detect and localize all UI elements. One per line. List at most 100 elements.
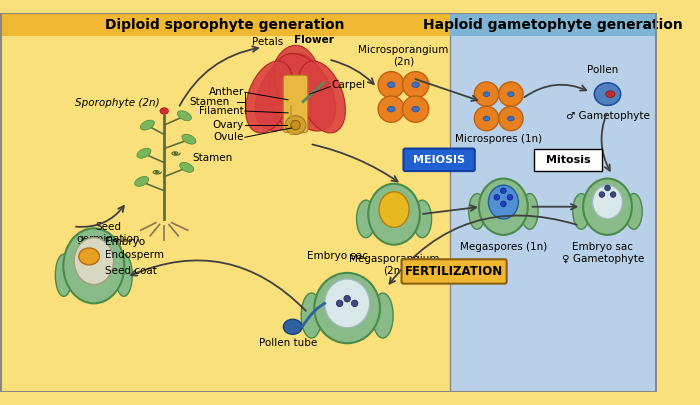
Ellipse shape: [583, 179, 632, 235]
Text: Embryo: Embryo: [105, 237, 145, 247]
Text: Seed coat: Seed coat: [105, 266, 157, 275]
Text: Ovary: Ovary: [213, 120, 244, 130]
FancyBboxPatch shape: [534, 149, 602, 171]
Ellipse shape: [592, 185, 622, 219]
Ellipse shape: [256, 53, 317, 131]
Text: Microspores (1n): Microspores (1n): [455, 134, 542, 145]
Text: Stamen: Stamen: [190, 97, 230, 107]
Circle shape: [402, 72, 429, 98]
Circle shape: [599, 192, 605, 197]
FancyBboxPatch shape: [402, 259, 507, 283]
Ellipse shape: [134, 177, 148, 186]
Circle shape: [498, 82, 523, 107]
Text: Flower: Flower: [295, 35, 334, 45]
Text: Embryo sac: Embryo sac: [307, 251, 368, 261]
Ellipse shape: [388, 107, 395, 112]
Ellipse shape: [137, 148, 151, 158]
Ellipse shape: [412, 82, 419, 87]
Circle shape: [475, 107, 498, 131]
Ellipse shape: [301, 293, 322, 338]
Ellipse shape: [274, 53, 336, 131]
Ellipse shape: [594, 83, 621, 105]
Ellipse shape: [160, 108, 169, 114]
Bar: [0, 13, 450, 392]
Text: Pollen: Pollen: [587, 65, 618, 75]
Ellipse shape: [522, 194, 538, 229]
Ellipse shape: [483, 92, 490, 96]
Circle shape: [344, 295, 351, 302]
Ellipse shape: [413, 200, 432, 238]
Text: Carpel: Carpel: [331, 80, 365, 90]
Ellipse shape: [79, 248, 99, 265]
Ellipse shape: [116, 254, 132, 296]
Ellipse shape: [368, 184, 420, 245]
Ellipse shape: [140, 120, 154, 130]
Circle shape: [605, 185, 610, 191]
Circle shape: [494, 194, 500, 200]
Circle shape: [507, 194, 512, 200]
Ellipse shape: [625, 194, 642, 229]
Ellipse shape: [285, 116, 306, 134]
Circle shape: [500, 188, 506, 194]
Text: Diploid sporophyte generation: Diploid sporophyte generation: [105, 18, 344, 32]
Circle shape: [500, 201, 506, 207]
Ellipse shape: [180, 162, 194, 172]
Circle shape: [337, 300, 343, 307]
Circle shape: [475, 82, 498, 107]
Text: Megaspores (1n): Megaspores (1n): [460, 242, 547, 252]
Text: Anther: Anther: [209, 87, 244, 97]
Ellipse shape: [182, 134, 196, 144]
Ellipse shape: [314, 273, 380, 343]
Ellipse shape: [325, 279, 370, 328]
Text: Microsporangium
(2n): Microsporangium (2n): [358, 45, 449, 67]
Ellipse shape: [379, 192, 409, 227]
Ellipse shape: [508, 116, 514, 121]
Ellipse shape: [246, 61, 293, 133]
Circle shape: [378, 72, 405, 98]
Text: Mitosis: Mitosis: [546, 155, 590, 165]
Ellipse shape: [573, 194, 589, 229]
Ellipse shape: [469, 194, 486, 229]
Ellipse shape: [55, 254, 72, 296]
Ellipse shape: [270, 45, 321, 130]
FancyBboxPatch shape: [403, 149, 475, 171]
Ellipse shape: [356, 200, 375, 238]
Text: Endosperm: Endosperm: [105, 249, 164, 260]
Text: Stamen: Stamen: [193, 153, 232, 163]
Circle shape: [378, 96, 405, 122]
Text: Petals: Petals: [252, 37, 283, 47]
Text: MEIOSIS: MEIOSIS: [413, 155, 465, 165]
Circle shape: [351, 300, 358, 307]
Text: Ovule: Ovule: [214, 132, 244, 142]
Text: ♂ Gametophyte: ♂ Gametophyte: [566, 111, 650, 121]
Circle shape: [498, 107, 523, 131]
Ellipse shape: [479, 179, 528, 235]
Text: Embryo sac
♀ Gametophyte: Embryo sac ♀ Gametophyte: [561, 242, 644, 264]
Text: Haploid gametophyte generation: Haploid gametophyte generation: [424, 18, 683, 32]
Text: Sporophyte (2n): Sporophyte (2n): [75, 98, 160, 108]
FancyBboxPatch shape: [284, 75, 308, 132]
Ellipse shape: [372, 293, 393, 338]
Ellipse shape: [606, 91, 615, 98]
Text: Filament: Filament: [199, 106, 244, 116]
Circle shape: [610, 192, 616, 197]
Ellipse shape: [63, 228, 125, 303]
Ellipse shape: [74, 238, 113, 285]
Text: Megasporangium
(2n): Megasporangium (2n): [349, 254, 440, 275]
Ellipse shape: [284, 319, 302, 334]
Circle shape: [402, 96, 429, 122]
Ellipse shape: [298, 61, 345, 133]
Ellipse shape: [508, 92, 514, 96]
Ellipse shape: [489, 185, 519, 219]
Bar: [450, 13, 657, 36]
Bar: [450, 13, 657, 392]
Ellipse shape: [177, 111, 192, 121]
Text: FERTILIZATION: FERTILIZATION: [405, 265, 503, 278]
Ellipse shape: [388, 82, 395, 87]
Text: Seed
germination: Seed germination: [76, 222, 139, 244]
Text: Pollen tube: Pollen tube: [259, 338, 317, 348]
Ellipse shape: [291, 120, 300, 130]
Ellipse shape: [483, 116, 490, 121]
Bar: [0, 13, 450, 36]
Ellipse shape: [412, 107, 419, 112]
